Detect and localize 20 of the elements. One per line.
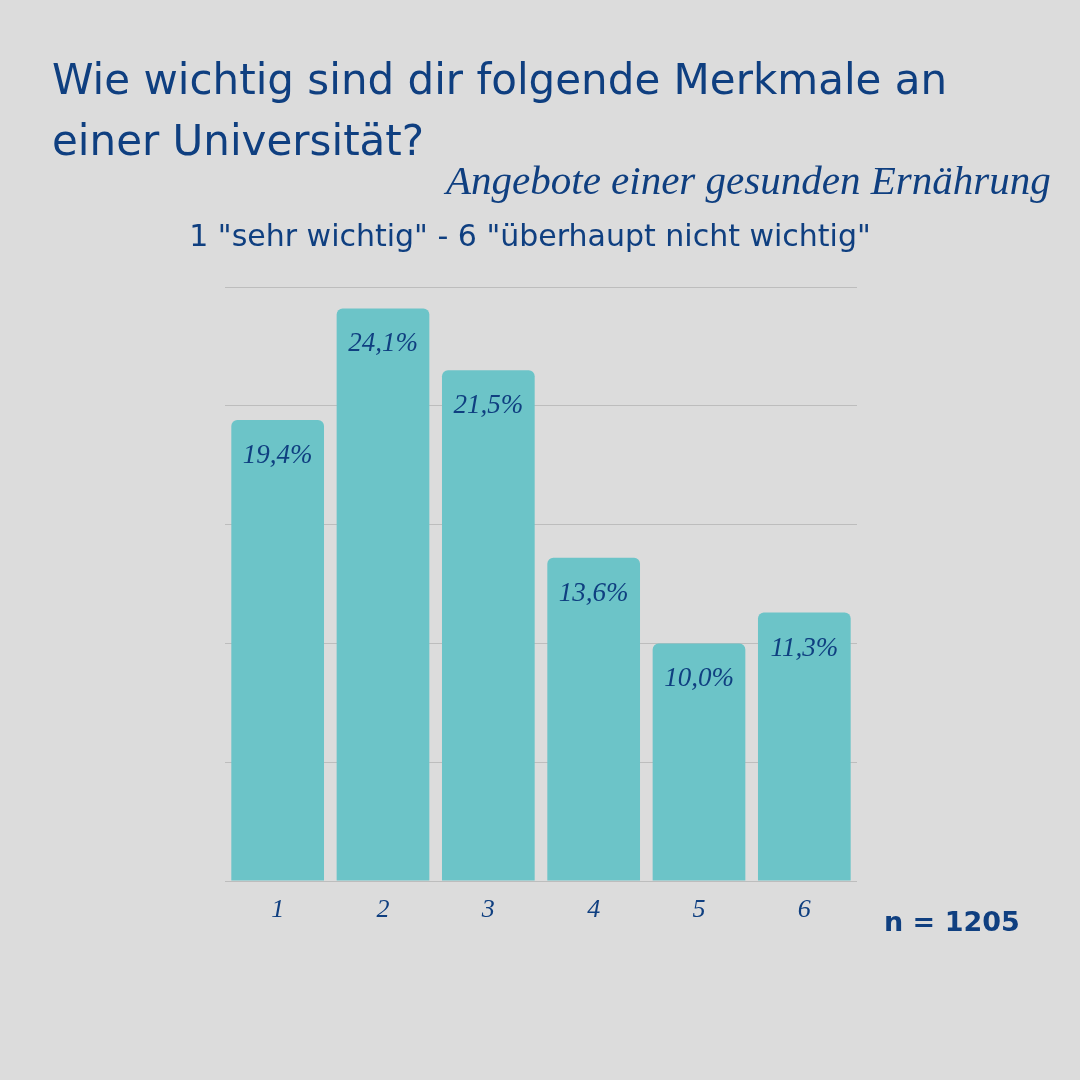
data-label: 19,4% bbox=[242, 439, 313, 470]
data-label: 21,5% bbox=[453, 389, 524, 420]
data-label: 11,3% bbox=[770, 631, 839, 662]
data-label: 24,1% bbox=[348, 327, 418, 358]
x-tick-label: 3 bbox=[480, 894, 495, 924]
x-tick-label: 6 bbox=[797, 894, 811, 924]
bar bbox=[757, 612, 851, 881]
bar bbox=[652, 643, 746, 881]
x-tick-label: 5 bbox=[692, 894, 706, 924]
data-label: 13,6% bbox=[558, 576, 629, 607]
x-tick-label: 4 bbox=[587, 894, 601, 924]
text: 1 "sehr wichtig" - 6 "überhaupt nicht wichtig" bbox=[188, 218, 872, 253]
bar bbox=[231, 420, 325, 881]
bar bbox=[441, 370, 535, 881]
text: n = 1205 bbox=[884, 906, 1020, 937]
data-label: 10,0% bbox=[664, 662, 734, 693]
bar bbox=[547, 557, 641, 881]
bar bbox=[336, 308, 430, 881]
x-tick-label: 1 bbox=[271, 894, 285, 924]
x-tick-label: 2 bbox=[376, 894, 390, 924]
